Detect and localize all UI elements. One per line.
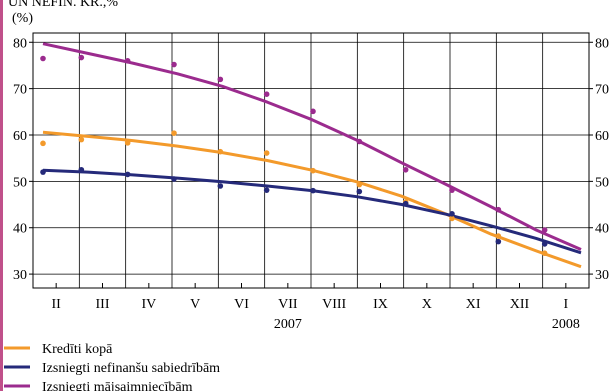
data-point (40, 55, 46, 62)
y-tick-label-right: 70 (595, 83, 609, 98)
legend: Kredīti kopā Izsniegti nefinanšu sabiedrī… (4, 342, 220, 391)
data-point (310, 108, 316, 115)
data-point (78, 166, 85, 173)
chart-title-fragment: UN NEFIN. KR.,% (8, 0, 118, 10)
data-point (171, 61, 177, 68)
data-point (310, 187, 316, 194)
x-tick-label: X (422, 297, 432, 312)
y-tick-layer: 30 30 40 40 50 50 60 60 70 70 80 80 (13, 36, 609, 283)
data-point (124, 58, 131, 64)
x-tick-label: VI (234, 297, 249, 312)
x-year-label: 2008 (552, 317, 580, 332)
data-point (449, 187, 455, 193)
data-point (217, 148, 224, 155)
data-point (40, 169, 46, 175)
data-point (449, 215, 455, 222)
x-tick-label: IV (141, 297, 156, 312)
x-tick-label: II (52, 297, 62, 312)
trend-line (42, 42, 582, 251)
data-point (495, 238, 502, 245)
y-tick-label-right: 30 (595, 268, 609, 283)
data-point (402, 200, 409, 207)
x-tick-label: III (96, 297, 110, 312)
data-point (541, 227, 548, 233)
data-point (541, 250, 548, 257)
trend-layer (42, 42, 582, 269)
trend-line (42, 130, 582, 269)
data-point (263, 187, 270, 193)
y-tick-label-left: 60 (13, 129, 27, 144)
grid-layer (33, 33, 589, 288)
data-point (171, 130, 177, 136)
data-point (263, 150, 270, 156)
x-tick-label: I (563, 297, 568, 312)
y-tick-label-left: 30 (13, 268, 27, 283)
x-year-label: 2007 (274, 317, 302, 332)
data-point (78, 136, 85, 143)
legend-label: Izsniegti nefinanšu sabiedrībām (42, 361, 220, 376)
y-tick-label-left: 80 (13, 36, 27, 51)
y-tick-label-right: 80 (595, 36, 609, 51)
data-point (124, 171, 131, 178)
data-point (217, 183, 224, 189)
x-tick-label: IX (373, 297, 388, 312)
x-tick-label: VII (278, 297, 298, 312)
y-tick-label-left: 70 (13, 83, 27, 98)
legend-label: Izsniegti mājsaimniecībām (42, 380, 193, 391)
data-point (171, 176, 177, 182)
data-point (449, 211, 455, 217)
data-point (217, 76, 224, 83)
left-border-rule (0, 0, 3, 391)
y-tick-label-right: 50 (595, 175, 609, 190)
data-point (402, 166, 409, 173)
x-tick-label: XII (510, 297, 530, 312)
data-point (263, 91, 270, 97)
data-point (356, 181, 363, 188)
x-tick-label: XI (466, 297, 481, 312)
y-tick-label-right: 60 (595, 129, 609, 144)
data-point (78, 54, 85, 61)
data-point (310, 167, 316, 174)
y-unit-label: (%) (12, 11, 33, 26)
x-tick-label: V (190, 297, 200, 312)
data-point (495, 233, 502, 239)
y-tick-label-left: 40 (13, 222, 27, 237)
y-tick-label-right: 40 (595, 222, 609, 237)
data-point (40, 140, 46, 147)
y-tick-label-left: 50 (13, 175, 27, 190)
data-point (495, 206, 502, 213)
data-point (124, 140, 131, 146)
data-point (356, 188, 363, 195)
data-point (541, 241, 548, 247)
point-layer (40, 54, 548, 257)
x-tick-label: VIII (322, 297, 346, 312)
plot-frame (32, 32, 590, 289)
data-point (356, 138, 363, 145)
legend-label: Kredīti kopā (42, 342, 113, 357)
